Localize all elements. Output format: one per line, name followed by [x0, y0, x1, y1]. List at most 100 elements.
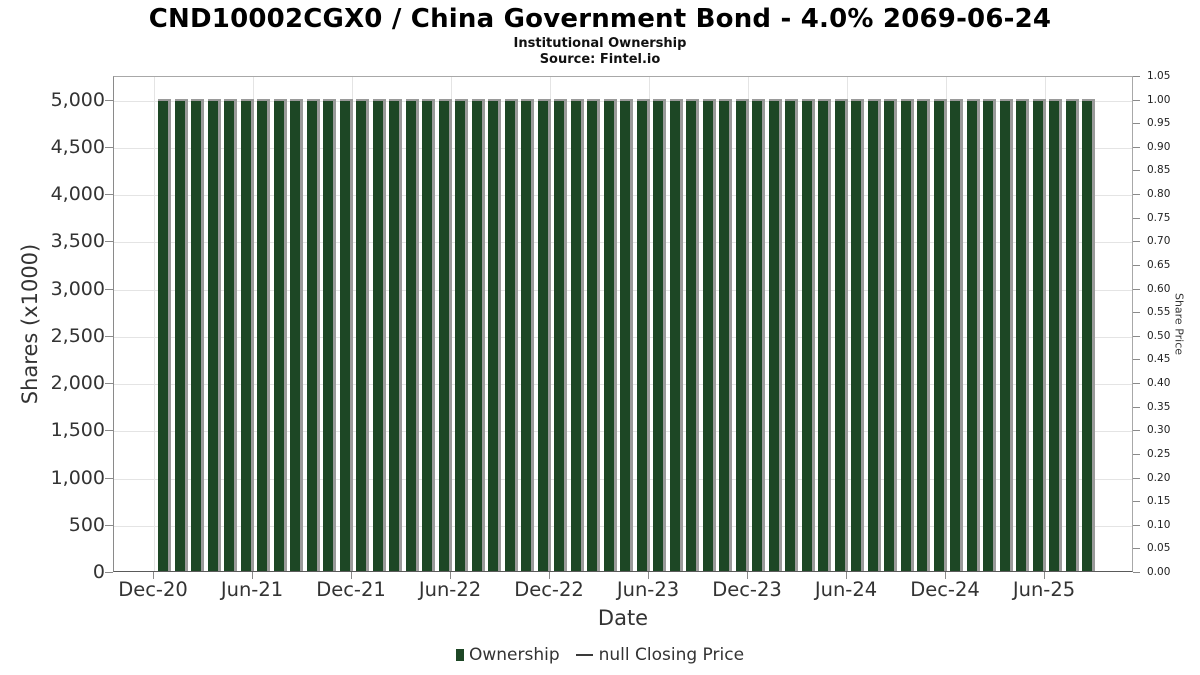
ownership-bar[interactable] — [653, 98, 666, 571]
left-axis-tick-label: 3,000 — [50, 277, 105, 300]
ownership-bar[interactable] — [1082, 98, 1095, 571]
left-axis-tick-label: 2,500 — [50, 324, 105, 347]
ownership-bar[interactable] — [1049, 98, 1062, 571]
x-axis-tick — [648, 572, 649, 579]
legend-item-closing-price[interactable]: null Closing Price — [598, 645, 745, 665]
ownership-bar[interactable] — [290, 98, 303, 571]
ownership-bar[interactable] — [900, 98, 914, 571]
ownership-bar[interactable] — [702, 98, 716, 571]
ownership-bar[interactable] — [207, 98, 221, 571]
vertical-gridline — [1045, 77, 1046, 571]
ownership-bar[interactable] — [917, 98, 930, 571]
left-axis-tick-label: 500 — [68, 513, 105, 536]
ownership-bar[interactable] — [884, 98, 897, 571]
left-axis-tick — [105, 572, 113, 573]
left-axis-tick — [105, 335, 113, 337]
ownership-bar[interactable] — [768, 98, 782, 571]
ownership-bar[interactable] — [867, 98, 881, 571]
ownership-bar[interactable] — [554, 98, 567, 571]
ownership-bar[interactable] — [240, 98, 254, 571]
x-axis-tick — [252, 572, 253, 579]
right-axis-tick-label: 0.20 — [1147, 471, 1171, 484]
right-axis-tick — [1133, 548, 1140, 550]
right-axis-tick — [1133, 383, 1140, 385]
ownership-bar[interactable] — [933, 98, 947, 571]
right-axis-tick — [1133, 170, 1140, 172]
ownership-bar[interactable] — [455, 98, 468, 571]
ownership-bar[interactable] — [273, 98, 287, 571]
right-axis-tick — [1133, 406, 1140, 408]
ownership-bar[interactable] — [603, 98, 617, 571]
x-axis-tick — [450, 572, 451, 579]
ownership-bar[interactable] — [719, 98, 732, 571]
right-axis-tick — [1133, 76, 1140, 77]
ownership-bar[interactable] — [372, 98, 386, 571]
ownership-bar[interactable] — [801, 98, 815, 571]
ownership-bar[interactable] — [669, 98, 683, 571]
ownership-bar[interactable] — [686, 98, 699, 571]
ownership-series-swatch — [455, 649, 464, 661]
right-axis-tick — [1133, 524, 1140, 526]
ownership-bar[interactable] — [174, 98, 188, 571]
ownership-bar[interactable] — [950, 98, 963, 571]
ownership-bar[interactable] — [570, 98, 584, 571]
ownership-bar[interactable] — [1016, 98, 1029, 571]
left-axis-tick-label: 2,000 — [50, 372, 105, 395]
ownership-bar[interactable] — [257, 98, 270, 571]
left-axis-tick-label: 0 — [92, 561, 105, 583]
right-axis-tick-label: 0.65 — [1147, 258, 1171, 271]
x-axis-tick-label: Dec-20 — [118, 578, 188, 601]
x-axis-tick — [153, 572, 154, 579]
ownership-bar[interactable] — [636, 98, 650, 571]
right-axis-tick-label: 0.75 — [1147, 211, 1171, 224]
left-axis-tick-label: 1,000 — [50, 466, 105, 489]
ownership-bar[interactable] — [356, 98, 369, 571]
right-axis-tick-label: 1.05 — [1147, 70, 1171, 82]
legend: Ownership null Closing Price — [0, 645, 1200, 665]
chart-source-label: Source: Fintel.io — [539, 52, 661, 67]
ownership-bar[interactable] — [504, 98, 518, 571]
ownership-bar[interactable] — [438, 98, 452, 571]
right-axis-tick — [1133, 288, 1140, 290]
left-axis-tick-label: 3,500 — [50, 230, 105, 253]
vertical-gridline — [946, 77, 947, 571]
ownership-bar[interactable] — [983, 98, 996, 571]
vertical-gridline — [253, 77, 254, 571]
ownership-bar[interactable] — [389, 98, 402, 571]
legend-item-ownership[interactable]: Ownership — [468, 645, 560, 665]
left-axis-tick — [105, 146, 113, 148]
ownership-bar[interactable] — [834, 98, 848, 571]
ownership-bar[interactable] — [752, 98, 765, 571]
ownership-bar[interactable] — [818, 98, 831, 571]
ownership-bar[interactable] — [1065, 98, 1079, 571]
left-axis-tick — [105, 477, 113, 479]
right-axis-tick-label: 0.90 — [1147, 140, 1171, 153]
ownership-bar[interactable] — [620, 98, 633, 571]
ownership-bar[interactable] — [471, 98, 485, 571]
ownership-bar[interactable] — [323, 98, 336, 571]
ownership-bar[interactable] — [405, 98, 419, 571]
ownership-bar[interactable] — [158, 98, 171, 571]
ownership-bar[interactable] — [488, 98, 501, 571]
ownership-bar[interactable] — [224, 98, 237, 571]
ownership-bar[interactable] — [521, 98, 534, 571]
right-axis-tick-label: 0.45 — [1147, 353, 1171, 366]
x-axis-tick-label: Dec-22 — [514, 578, 584, 601]
ownership-bar[interactable] — [587, 98, 600, 571]
ownership-bar[interactable] — [785, 98, 798, 571]
ownership-bar[interactable] — [306, 98, 320, 571]
ownership-bar[interactable] — [735, 98, 749, 571]
ownership-bar[interactable] — [1032, 98, 1046, 571]
right-axis-tick-label: 0.40 — [1147, 377, 1171, 390]
chart-title: CND10002CGX0 / China Government Bond - 4… — [148, 4, 1052, 34]
ownership-bar[interactable] — [191, 98, 204, 571]
ownership-bar[interactable] — [339, 98, 353, 571]
ownership-bar[interactable] — [422, 98, 435, 571]
ownership-bar[interactable] — [966, 98, 980, 571]
ownership-bar[interactable] — [999, 98, 1013, 571]
ownership-bar[interactable] — [851, 98, 864, 571]
left-axis-tick — [105, 194, 113, 196]
vertical-gridline — [550, 77, 551, 571]
x-axis-tick-label: Dec-23 — [712, 578, 782, 601]
ownership-bar[interactable] — [537, 98, 551, 571]
